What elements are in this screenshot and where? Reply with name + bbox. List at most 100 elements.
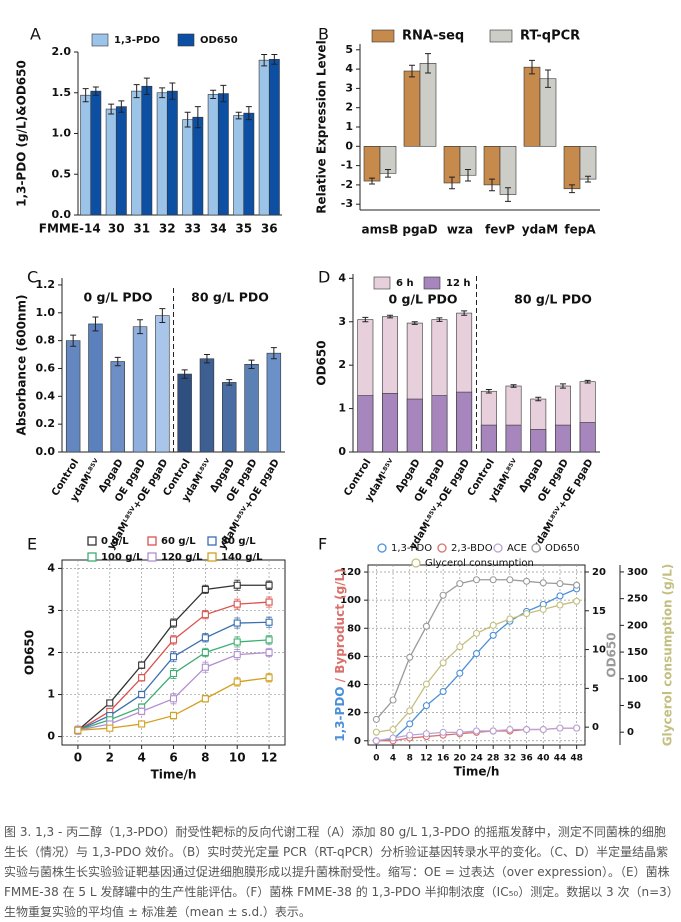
data-point (138, 674, 146, 682)
y-tick-label: 4 (47, 561, 55, 574)
bar (579, 146, 597, 180)
bar (505, 424, 522, 453)
y-tick-label: 0 (592, 722, 599, 733)
data-point (233, 600, 241, 608)
bar (199, 358, 215, 453)
x-tick-label: 8 (407, 754, 413, 764)
error-bar (118, 100, 125, 113)
data-point (201, 663, 209, 671)
data-point (233, 678, 241, 686)
bar (88, 323, 103, 453)
data-point (556, 592, 564, 600)
x-tick-label: 48 (570, 754, 583, 764)
y-tick-label: 0.0 (36, 445, 56, 458)
error-bar (449, 176, 455, 190)
y-tick-label: -3 (341, 197, 353, 210)
data-point (389, 725, 397, 734)
y-tick-label: 100 (627, 674, 648, 685)
panel-letter: F (318, 535, 327, 554)
data-point (233, 638, 241, 646)
bar (268, 59, 280, 216)
error-bar (82, 88, 89, 103)
legend-label: OD650 (200, 35, 238, 46)
x-tick-label: 2 (106, 751, 114, 765)
data-point (389, 734, 397, 742)
bar (258, 59, 270, 216)
data-point (556, 580, 564, 588)
y-tick-label: 200 (627, 620, 648, 631)
data-point (138, 661, 146, 669)
data-point (456, 669, 464, 677)
error-bar (535, 396, 542, 402)
data-point (489, 621, 497, 629)
legend-swatch (87, 536, 97, 546)
x-tick-label: 24 (470, 754, 483, 764)
error-bar (248, 359, 255, 369)
legend-swatch (87, 552, 97, 562)
panel-letter: D (318, 268, 330, 287)
data-point (169, 636, 178, 644)
data-point (233, 581, 241, 589)
bar (243, 112, 255, 216)
error-bar (143, 77, 150, 95)
error-bar (245, 106, 252, 121)
y-tick-label: 20 (347, 708, 361, 719)
y-axis-label-part: / Byproduct (g/L) (333, 568, 347, 686)
error-bar (261, 53, 268, 67)
bar (65, 340, 81, 453)
x-tick-label: fepA (564, 223, 596, 237)
bar (192, 116, 204, 216)
x-tick-label: wza (447, 223, 473, 237)
data-point (372, 715, 380, 723)
data-point (439, 728, 447, 736)
error-bar (159, 308, 166, 324)
y-tick-label: 3 (345, 81, 353, 94)
y-tick-label: 4 (338, 271, 346, 284)
y-tick-label: 0.5 (52, 167, 72, 180)
data-point (439, 688, 447, 696)
data-point (539, 725, 547, 734)
error-bar (436, 317, 443, 322)
legend-label: 2,3-BDO (451, 543, 493, 554)
bar (155, 315, 170, 453)
data-point (265, 674, 273, 682)
data-point (201, 611, 209, 619)
legend-swatch (423, 276, 441, 290)
error-bar (108, 103, 115, 115)
data-point (406, 707, 414, 715)
x-tick-label: 32 (504, 754, 517, 764)
x-tick-label: 4 (137, 751, 145, 765)
error-bar (203, 354, 210, 364)
error-bar (584, 379, 591, 384)
data-point (472, 650, 481, 658)
data-point (201, 634, 209, 642)
y-tick-label: 1.0 (52, 127, 72, 140)
data-point (472, 727, 481, 735)
x-tick-label: 28 (487, 754, 500, 764)
data-point (201, 695, 209, 703)
x-tick-label: 44 (554, 754, 567, 764)
legend-swatch (377, 543, 387, 553)
y-tick-label: 50 (627, 700, 641, 711)
legend-swatch (411, 558, 421, 568)
error-bar (169, 82, 176, 100)
error-bar (569, 184, 575, 194)
error-bar (485, 388, 492, 394)
data-point (169, 669, 178, 678)
data-point (456, 643, 464, 651)
y-tick-label: -2 (341, 178, 353, 191)
y-tick-label: 100 (340, 595, 361, 606)
error-bar (559, 383, 566, 389)
x-tick-label: 33 (184, 222, 201, 236)
bar (222, 382, 237, 453)
data-point (422, 702, 430, 710)
legend-swatch (147, 552, 157, 562)
data-point (489, 631, 497, 639)
data-point (265, 598, 273, 606)
data-point (422, 730, 430, 738)
error-bar (510, 384, 517, 388)
legend-swatch (177, 33, 195, 47)
data-point (406, 731, 414, 739)
data-point (539, 605, 547, 613)
bar (480, 424, 497, 453)
